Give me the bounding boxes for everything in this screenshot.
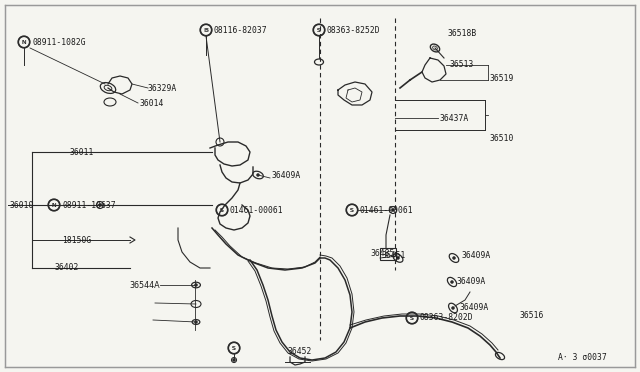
Text: S: S — [232, 346, 236, 350]
Text: 36011: 36011 — [70, 148, 94, 157]
Text: 08911-10637: 08911-10637 — [62, 201, 116, 209]
Text: N: N — [22, 39, 26, 45]
Text: 08911-1082G: 08911-1082G — [32, 38, 86, 46]
Text: 36519: 36519 — [490, 74, 515, 83]
Text: B: B — [204, 28, 208, 32]
Circle shape — [452, 257, 456, 260]
Text: 36437A: 36437A — [440, 113, 469, 122]
Text: 36409A: 36409A — [460, 304, 489, 312]
Text: 36518B: 36518B — [448, 29, 477, 38]
Text: 36516: 36516 — [520, 311, 545, 321]
Circle shape — [397, 257, 399, 260]
Text: 08363-8202D: 08363-8202D — [420, 314, 474, 323]
Text: 18150G: 18150G — [62, 235, 92, 244]
Text: B: B — [204, 28, 208, 32]
Text: 01461-00061: 01461-00061 — [360, 205, 413, 215]
Text: S: S — [220, 208, 224, 212]
Text: S: S — [317, 28, 321, 32]
Circle shape — [451, 280, 454, 283]
Text: N: N — [22, 39, 26, 45]
Text: 36485: 36485 — [371, 250, 395, 259]
Text: 36409A: 36409A — [457, 278, 486, 286]
Text: 36329A: 36329A — [148, 83, 177, 93]
Text: 36010: 36010 — [10, 201, 35, 209]
Circle shape — [99, 203, 102, 206]
Circle shape — [451, 307, 454, 310]
Text: 08116-82037: 08116-82037 — [214, 26, 268, 35]
Text: 01461-00061: 01461-00061 — [230, 205, 284, 215]
Text: N: N — [52, 202, 56, 208]
Circle shape — [257, 173, 259, 176]
Circle shape — [195, 283, 198, 286]
Text: A· 3 σ0037: A· 3 σ0037 — [558, 353, 607, 362]
Text: 36014: 36014 — [140, 99, 164, 108]
Text: 36452: 36452 — [288, 347, 312, 356]
Text: 36510: 36510 — [490, 134, 515, 142]
Text: S: S — [317, 28, 321, 32]
Text: N: N — [52, 202, 56, 208]
Text: 36409A: 36409A — [272, 170, 301, 180]
Text: 36402: 36402 — [55, 263, 79, 273]
Text: 36451: 36451 — [382, 251, 406, 260]
Text: S: S — [232, 346, 236, 350]
Text: S: S — [350, 208, 354, 212]
Circle shape — [232, 359, 236, 362]
Text: S: S — [410, 315, 414, 321]
Text: 36409A: 36409A — [462, 251, 492, 260]
Text: 36544A: 36544A — [129, 280, 160, 289]
Text: 36513: 36513 — [450, 60, 474, 68]
Text: S: S — [410, 315, 414, 321]
Text: S: S — [220, 208, 224, 212]
Circle shape — [392, 208, 394, 212]
Text: S: S — [350, 208, 354, 212]
Text: 08363-8252D: 08363-8252D — [327, 26, 381, 35]
Circle shape — [195, 321, 198, 324]
